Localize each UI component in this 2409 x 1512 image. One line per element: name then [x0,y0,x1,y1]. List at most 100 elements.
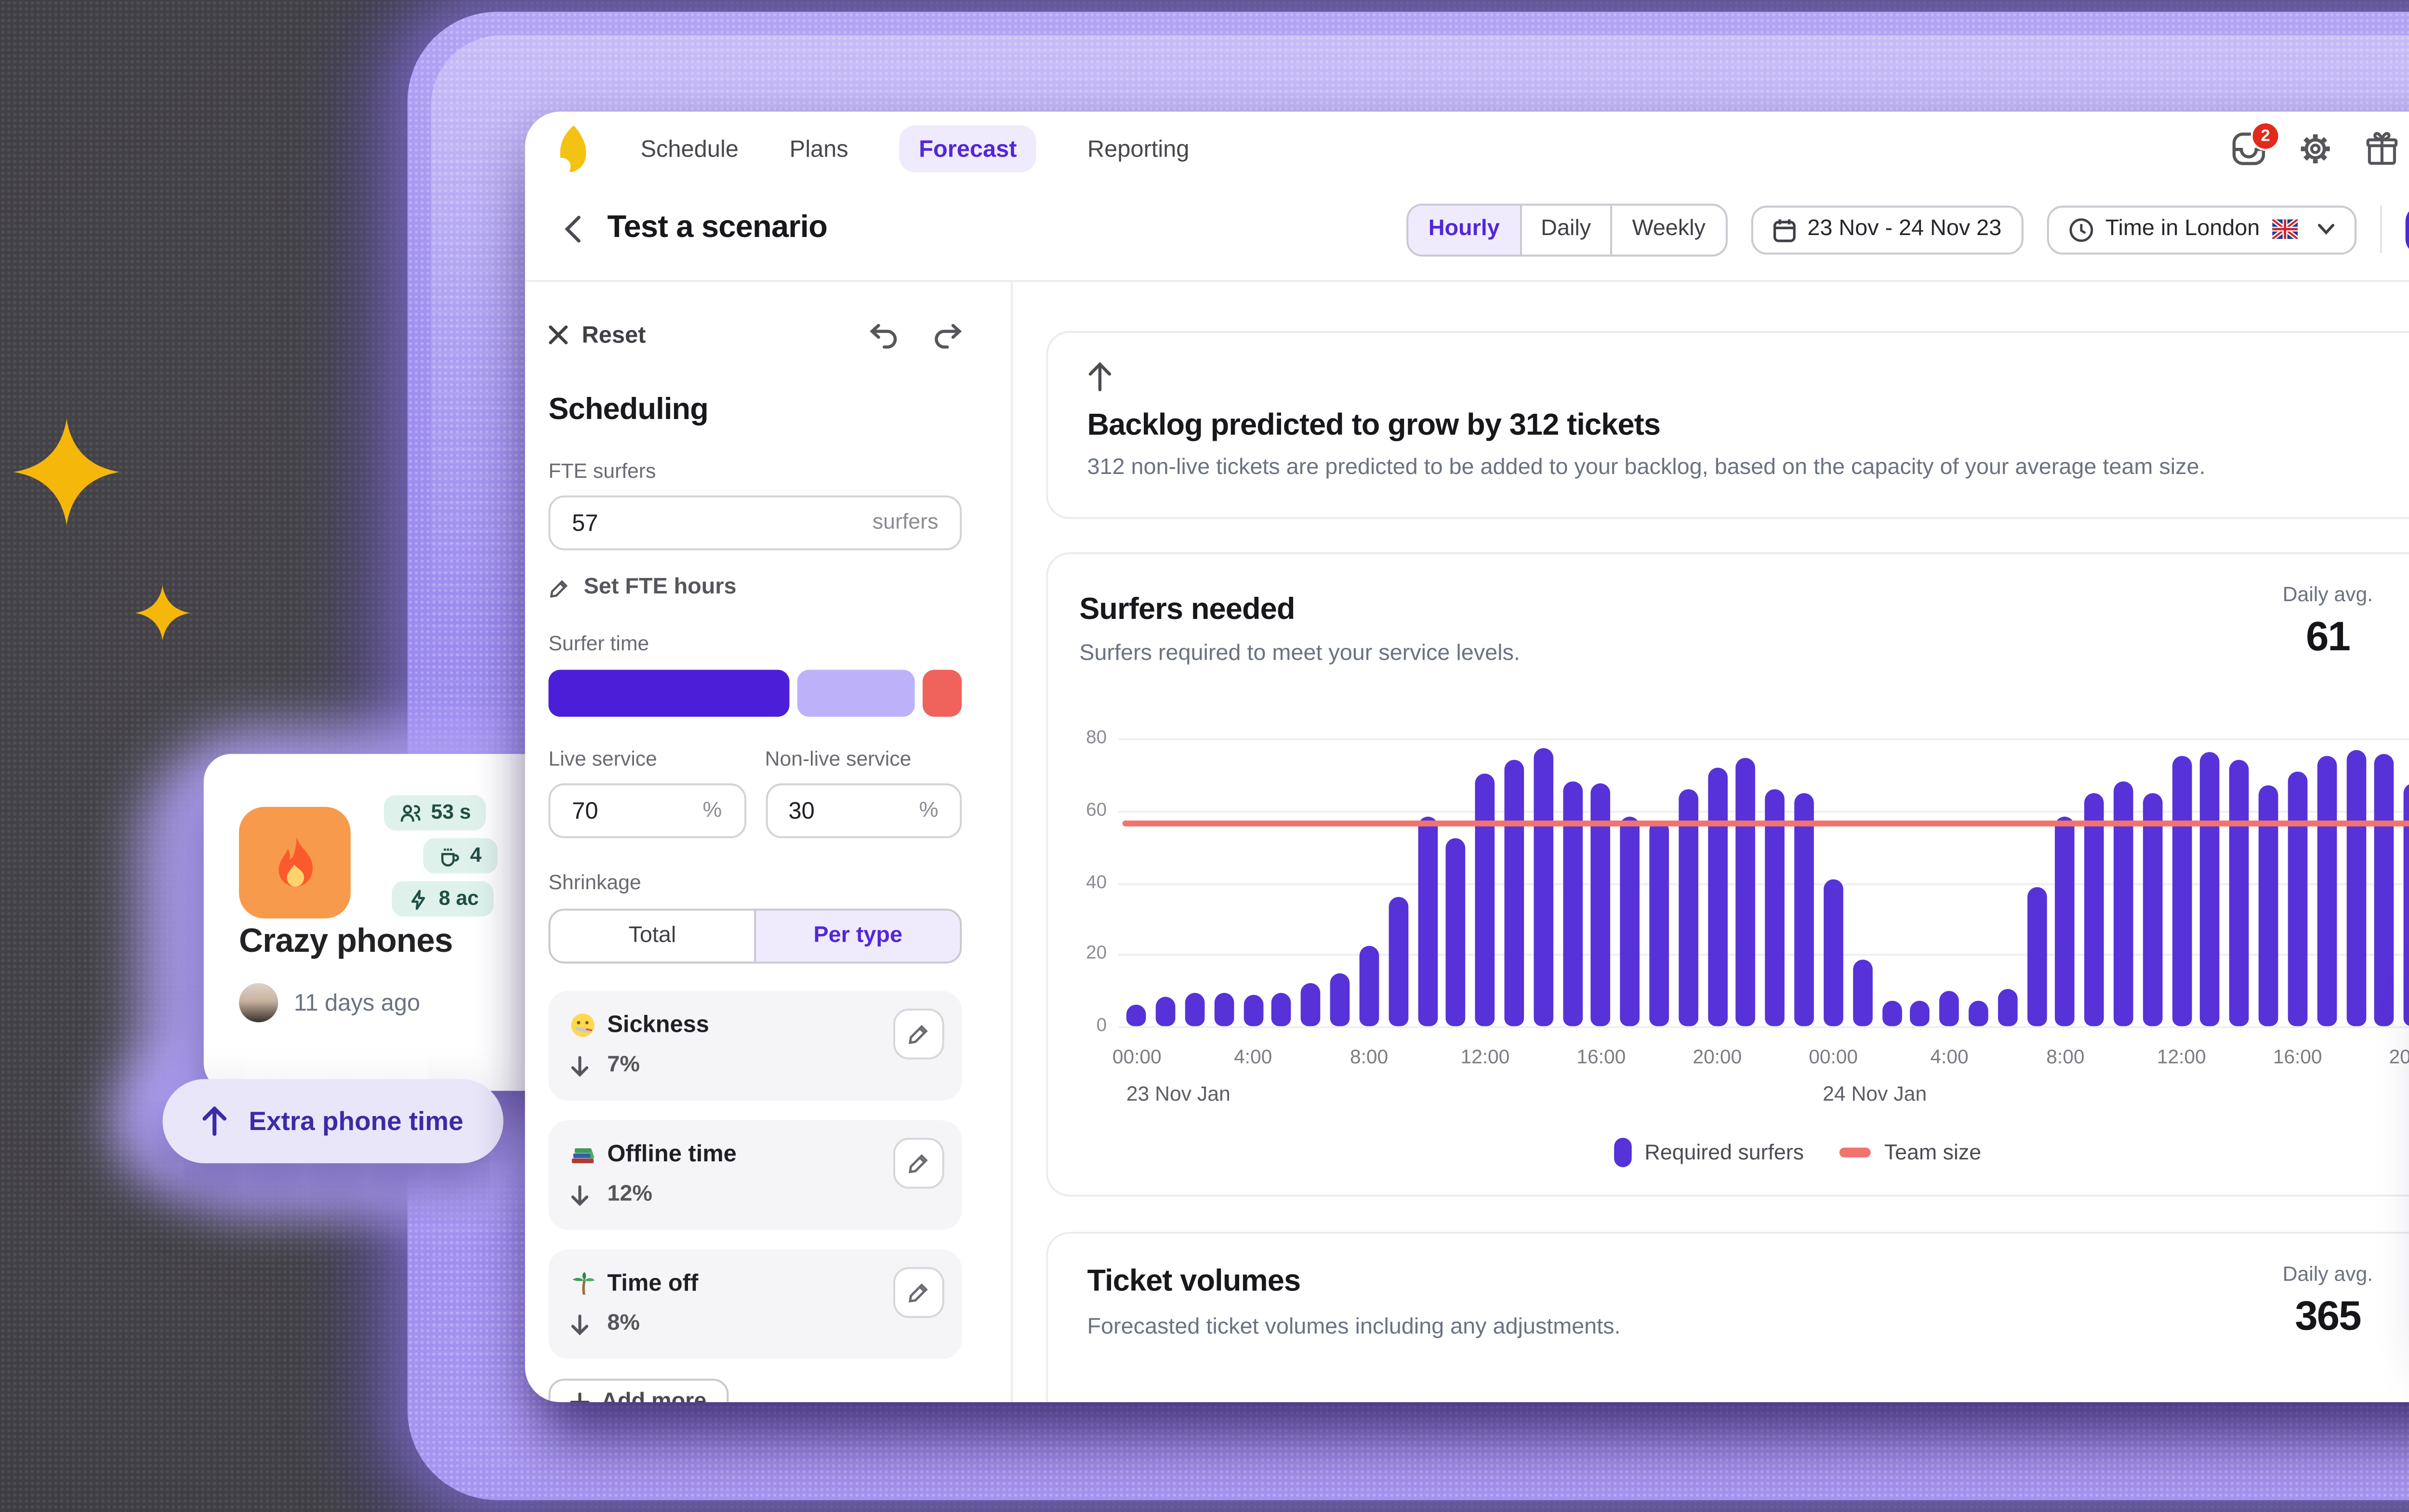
shrinkage-pertype-tab[interactable]: Per type [754,910,960,962]
x-axis-tick: 8:00 [1350,1048,1389,1069]
history-buttons [870,322,962,348]
end-test-button[interactable]: End test [2405,204,2409,254]
sidebar-title: Scheduling [548,394,708,427]
redo-icon[interactable] [934,322,962,348]
nav-actions: 2 ? [2229,120,2409,169]
x-axis-tick: 8:00 [2046,1048,2085,1069]
segment-hourly[interactable]: Hourly [1409,204,1520,254]
gift-icon [2365,132,2397,165]
x-axis-tick: 4:00 [1234,1048,1272,1069]
sparkle-icon [135,585,190,641]
close-icon [549,325,568,344]
chart-bar [1475,774,1495,1026]
surfers-title: Surfers needed [1079,593,1295,627]
chart-bar [2200,752,2221,1026]
chart-bar [1852,960,1872,1026]
x-axis-tick: 12:00 [2157,1048,2206,1069]
main-panel: Backlog predicted to grow by 312 tickets… [1013,282,2409,1403]
nav-item-schedule[interactable]: Schedule [640,135,739,163]
chart-bar [1794,792,1814,1026]
ticket-volumes-card: Ticket volumes Forecasted ticket volumes… [1046,1232,2409,1403]
tickets-title: Ticket volumes [1087,1265,1301,1299]
shrinkage-item-value: 8% [607,1312,640,1336]
surfer-time-live-segment[interactable] [548,670,791,717]
coffee-icon [441,847,459,866]
nonlive-service-label: Non-live service [765,748,912,772]
nav-item-forecast[interactable]: Forecast [899,125,1037,172]
reset-row: Reset [548,321,962,349]
live-service-input[interactable]: 70% [548,783,745,839]
pencil-icon [909,1025,928,1044]
chart-bar [1765,789,1785,1026]
segment-weekly[interactable]: Weekly [1610,204,1725,254]
daily-avg-stat: Daily avg. 365 [2282,1263,2373,1340]
x-axis-day-label: 23 Nov Jan [1126,1083,1231,1107]
backlog-title: Backlog predicted to grow by 312 tickets [1087,409,1661,443]
shrinkage-item-time-off: Time off 8% [548,1249,962,1359]
x-axis-tick: 20:00 [1693,1048,1742,1069]
uk-flag-icon [2271,219,2297,239]
extra-phone-time-pill[interactable]: Extra phone time [162,1079,503,1164]
sick-face-icon [571,1012,595,1036]
set-fte-hours-link[interactable]: Set FTE hours [548,576,962,599]
chart-bar [2404,783,2409,1026]
segment-daily[interactable]: Daily [1519,204,1610,254]
chart-bar [1736,758,1756,1026]
edit-sickness-button[interactable] [893,1008,944,1060]
chart-bar [1707,767,1727,1026]
service-row: Live service 70% Non-live service 30% [548,717,962,839]
chart-bar [1156,997,1176,1026]
chart-bar [2229,760,2250,1026]
scenario-title: Crazy phones [239,922,453,960]
surfers-stats: Daily avg. 61 At peak 74 [2283,584,2409,662]
chart-bar [1591,783,1611,1026]
divider [2379,205,2382,253]
chart-bar [2143,794,2162,1026]
arrow-down-icon [571,1055,589,1076]
team-size-line [1122,821,2409,826]
add-more-button[interactable]: Add more [548,1379,728,1403]
settings-button[interactable] [2296,130,2333,167]
chart-bar [1998,988,2017,1026]
x-axis-tick: 16:00 [1576,1048,1626,1069]
shrinkage-total-tab[interactable]: Total [628,924,676,948]
surfer-time-nonlive-segment[interactable] [798,670,915,717]
chart-bar [2375,754,2395,1026]
scenario-card-crazy-phones[interactable]: 53 s 4 8 ac Crazy phones 11 days ago [203,754,580,1091]
y-axis-tick: 0 [1096,1015,1107,1037]
nonlive-service-input[interactable]: 30% [765,783,962,839]
reset-button[interactable]: Reset [582,321,646,349]
fte-input[interactable]: 57 surfers [548,495,962,551]
nav-item-reporting[interactable]: Reporting [1087,135,1190,163]
surfer-time-shrinkage-segment[interactable] [923,670,962,717]
x-axis-tick: 4:00 [1930,1048,1969,1069]
chart-bar [1185,994,1205,1026]
edit-offline-time-button[interactable] [893,1138,944,1189]
scenario-badges: 53 s 4 8 ac [384,795,498,917]
content: Reset Scheduling FTE surfers 57 surfers … [525,282,2409,1403]
chevron-left-icon [565,215,581,243]
fte-value: 57 [572,509,598,537]
chart-gridline [1118,882,2409,884]
back-button[interactable] [564,213,592,245]
undo-icon[interactable] [870,322,897,348]
timezone-select[interactable]: Time in London [2046,204,2356,254]
teams-badge: 53 s [384,795,487,830]
date-range-value: 23 Nov - 24 Nov 23 [1807,217,2002,241]
chart-bar [1359,945,1379,1026]
scenario-sidebar: Reset Scheduling FTE surfers 57 surfers … [525,282,1013,1403]
gifts-button[interactable] [2362,130,2399,167]
notification-badge: 2 [2250,120,2280,150]
chart-bar [2171,756,2192,1026]
shrinkage-item-name: Offline time [607,1140,737,1168]
divider [525,280,2409,282]
inbox-button[interactable]: 2 [2229,120,2280,167]
chevron-down-icon [2317,224,2334,235]
edit-time-off-button[interactable] [893,1267,944,1318]
tickets-desc: Forecasted ticket volumes including any … [1087,1316,1621,1340]
header-controls: Hourly Daily Weekly 23 Nov - 24 Nov 23 T… [1406,202,2409,256]
date-range-picker[interactable]: 23 Nov - 24 Nov 23 [1750,204,2023,254]
nav-item-plans[interactable]: Plans [789,135,848,163]
x-axis-tick: 16:00 [2273,1048,2322,1069]
